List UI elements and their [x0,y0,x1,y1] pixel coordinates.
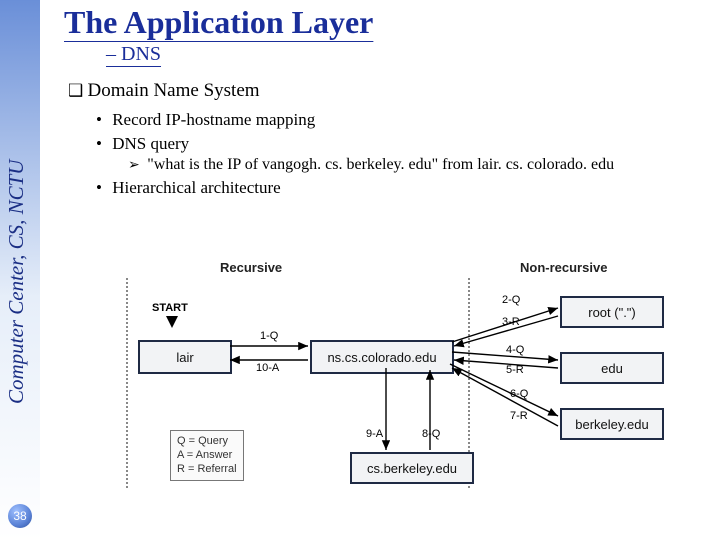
sidebar-org: Computer Center, CS, NCTU [4,4,36,404]
page-title: The Application Layer [64,4,714,41]
dns-diagram: Recursive Non-recursive START lair ns.cs… [130,260,690,510]
edge-label: 6-Q [510,388,528,400]
list-item: "what is the IP of vangogh. cs. berkeley… [128,156,714,174]
content: The Application Layer – DNS Domain Name … [58,4,714,202]
diagram-border-left [126,278,128,488]
slide: Computer Center, CS, NCTU 38 The Applica… [0,0,720,540]
edge-label: 1-Q [260,330,278,342]
bullet-list: Record IP-hostname mapping DNS query "wh… [96,110,714,198]
page-number: 38 [8,504,32,528]
list-item: DNS query "what is the IP of vangogh. cs… [96,134,714,174]
edge-label: 2-Q [502,294,520,306]
bullet-text: DNS query [112,134,189,153]
edge-label: 3-R [502,316,520,328]
edge-label: 5-R [506,364,524,376]
arrows [130,260,690,500]
edge-label: 4-Q [506,344,524,356]
edge-label: 9-A [366,428,383,440]
edge-label: 10-A [256,362,279,374]
edge-label: 7-R [510,410,528,422]
section-heading: Domain Name System [68,80,714,102]
edge-label: 8-Q [422,428,440,440]
subtitle: – DNS [106,43,714,66]
list-item: Hierarchical architecture [96,178,714,198]
body: Domain Name System Record IP-hostname ma… [68,80,714,198]
list-item: Record IP-hostname mapping [96,110,714,130]
sidebar: Computer Center, CS, NCTU 38 [0,0,40,540]
